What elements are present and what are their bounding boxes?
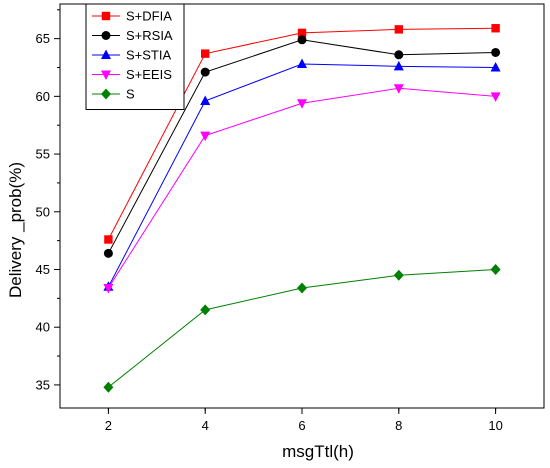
- data-point-S+DFIA-x10: [491, 24, 500, 33]
- data-point-S-x6: [297, 282, 307, 294]
- data-point-S+EEIS-x2: [103, 283, 114, 294]
- data-point-S+DFIA-x6: [297, 28, 307, 38]
- y-tick-label-35: 35: [36, 377, 50, 392]
- data-point-S+RSIA-x6: [297, 35, 307, 45]
- series-S: [103, 263, 501, 393]
- data-point-S+EEIS-x8: [393, 84, 404, 94]
- data-point-S-x2: [103, 381, 114, 393]
- data-point-S+DFIA-x4: [201, 49, 210, 58]
- data-point-S+RSIA-x4: [200, 67, 210, 77]
- x-axis-title: msgTtl(h): [282, 442, 354, 461]
- x-tick-label-10: 10: [488, 418, 502, 433]
- x-tick-label-6: 6: [298, 418, 305, 433]
- y-tick-label-40: 40: [36, 320, 50, 335]
- y-axis-title: Delivery _prob(%): [6, 162, 25, 298]
- series-S+RSIA: [103, 35, 501, 258]
- data-point-S+STIA-x10: [490, 61, 501, 72]
- data-point-S+DFIA-x2: [104, 235, 113, 244]
- series-line-S+EEIS: [107, 87, 496, 289]
- series-layer: [103, 24, 501, 393]
- series-S+EEIS: [103, 84, 501, 294]
- y-tick-label-65: 65: [36, 31, 50, 46]
- legend-label-S+RSIA: S+RSIA: [126, 28, 173, 43]
- data-point-S+RSIA-x8: [394, 50, 404, 60]
- data-point-S+EEIS-x6: [297, 99, 307, 109]
- y-tick-label-55: 55: [36, 147, 50, 162]
- legend-marker-S: [101, 88, 111, 100]
- data-point-S+RSIA-x10: [491, 47, 501, 57]
- x-tick-label-8: 8: [395, 418, 402, 433]
- data-point-S-x4: [200, 304, 211, 316]
- y-tick-label-45: 45: [36, 262, 50, 277]
- y-tick-label-50: 50: [36, 204, 50, 219]
- data-point-S+RSIA-x2: [103, 248, 113, 258]
- legend: S+DFIA S+RSIA S+STIA S+EEIS S: [85, 3, 185, 110]
- y-tick-label-60: 60: [36, 89, 50, 104]
- legend-marker-S+EEIS: [101, 70, 111, 80]
- data-point-S+EEIS-x10: [490, 92, 501, 102]
- data-point-S-x10: [490, 263, 501, 275]
- data-point-S+STIA-x8: [393, 60, 404, 71]
- data-point-S+EEIS-x4: [200, 131, 211, 142]
- data-point-S+DFIA-x8: [394, 25, 403, 34]
- x-axis: 2 4 6 8 10: [105, 408, 503, 433]
- data-point-S-x8: [393, 269, 404, 281]
- x-tick-label-2: 2: [105, 418, 112, 433]
- legend-marker-S+DFIA: [101, 11, 111, 21]
- legend-label-S+EEIS: S+EEIS: [126, 67, 172, 82]
- series-S+DFIA: [104, 24, 500, 244]
- legend-label-S+STIA: S+STIA: [126, 48, 171, 63]
- data-point-S+STIA-x6: [297, 58, 307, 69]
- legend-label-S: S: [126, 87, 135, 102]
- legend-marker-S+STIA: [101, 49, 111, 59]
- x-tick-label-4: 4: [202, 418, 209, 433]
- y-axis: 35 40 45 50 55 60 65: [36, 9, 60, 392]
- legend-label-S+DFIA: S+DFIA: [126, 9, 172, 24]
- legend-marker-S+RSIA: [101, 31, 111, 40]
- data-point-S+STIA-x4: [200, 95, 211, 105]
